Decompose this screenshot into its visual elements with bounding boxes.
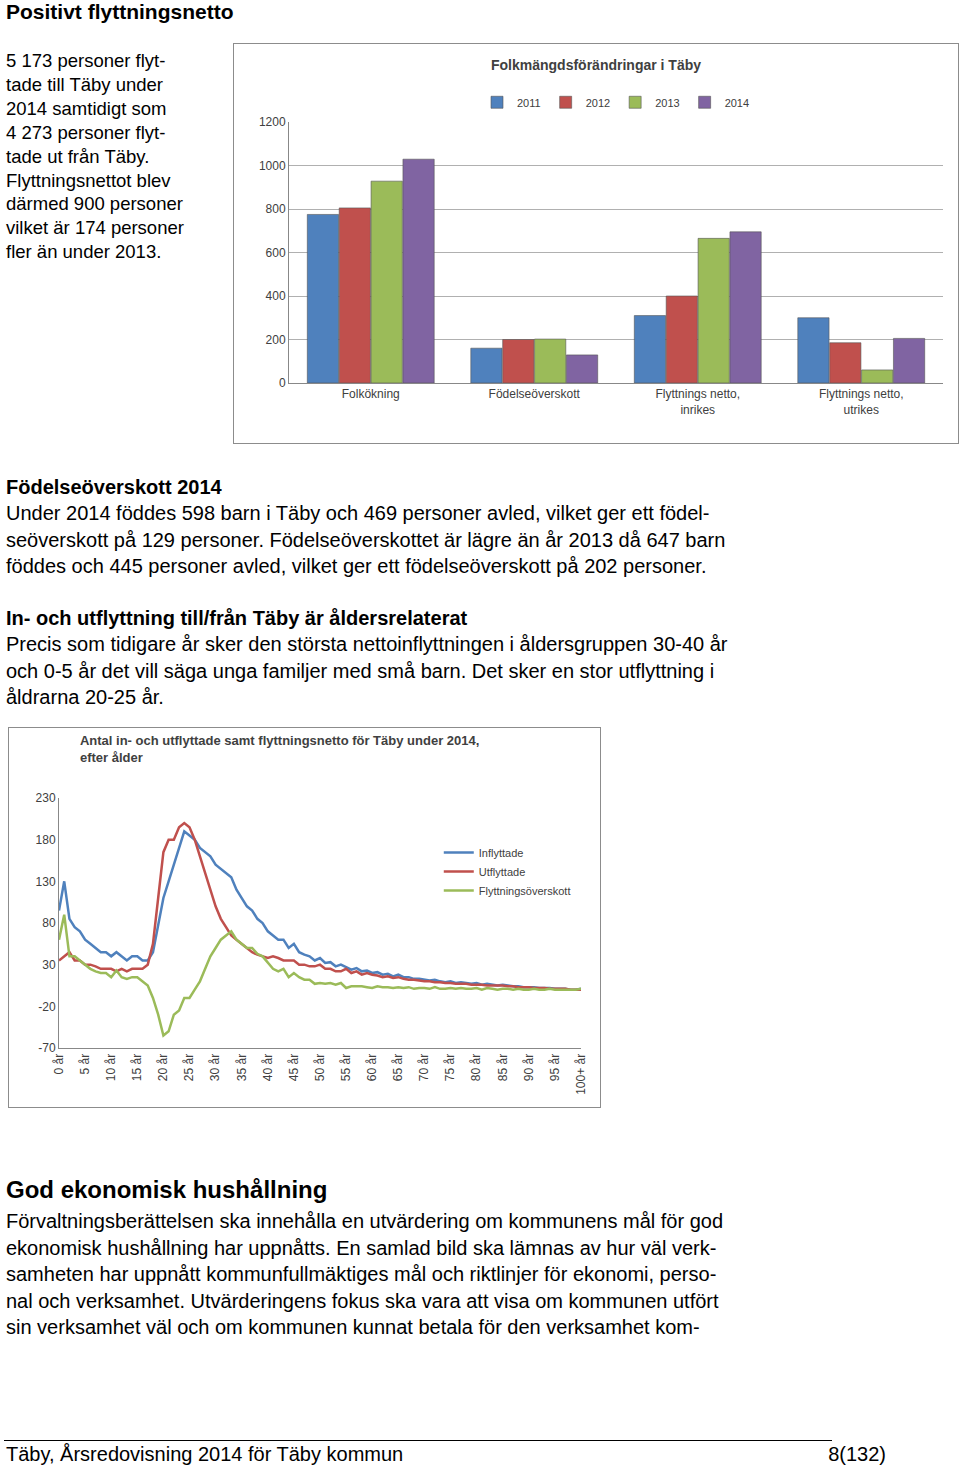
html-text:seöverskott på 129 personer. F: seöverskott på 129 personer. Födelseöver… xyxy=(6,528,726,551)
svg-text:80: 80 xyxy=(42,916,56,930)
html-text:5 173 personer flyt-: 5 173 personer flyt- xyxy=(6,50,166,71)
html-text:tade till Täby under: tade till Täby under xyxy=(6,73,163,95)
svg-text:Flyttningsöverskott: Flyttningsöverskott xyxy=(479,885,571,897)
html-text:8(132): 8(132) xyxy=(828,1443,886,1465)
svg-text:1200: 1200 xyxy=(259,115,286,129)
svg-text:Folkmängdsförändringar i Täby: Folkmängdsförändringar i Täby xyxy=(491,57,701,73)
html-text:Täby, Årsredovisning 2014 för: Täby, Årsredovisning 2014 för Täby kommu… xyxy=(6,1443,404,1465)
svg-text:90 år: 90 år xyxy=(522,1054,536,1081)
svg-text:2013: 2013 xyxy=(655,97,679,109)
html-text:sin verksamhet väl och om komm: sin verksamhet väl och om kommunen kunna… xyxy=(6,1316,700,1338)
svg-text:30 år: 30 år xyxy=(209,1054,223,1081)
svg-text:200: 200 xyxy=(266,333,286,347)
svg-text:40 år: 40 år xyxy=(261,1054,275,1081)
svg-text:180: 180 xyxy=(36,833,56,847)
html-text:Precis som tidigare år sker de: Precis som tidigare år sker den största … xyxy=(6,633,728,655)
html-text:fler än under 2013.: fler än under 2013. xyxy=(6,241,162,263)
svg-text:Flyttnings netto,inrikes: Flyttnings netto,inrikes xyxy=(655,387,740,417)
svg-text:5 år: 5 år xyxy=(78,1054,92,1075)
svg-text:2011: 2011 xyxy=(517,97,541,109)
svg-text:95 år: 95 år xyxy=(548,1054,562,1081)
svg-text:20 år: 20 år xyxy=(156,1054,170,1081)
svg-text:35 år: 35 år xyxy=(235,1054,249,1081)
svg-text:25 år: 25 år xyxy=(182,1054,196,1081)
svg-text:30: 30 xyxy=(42,958,56,972)
svg-text:75 år: 75 år xyxy=(443,1054,457,1081)
svg-text:230: 230 xyxy=(36,791,56,805)
html-text:4 273 personer flyt-: 4 273 personer flyt- xyxy=(6,121,166,143)
html-text:Födelseöverskott 2014: Födelseöverskott 2014 xyxy=(6,476,222,498)
html-text:samheten har uppnått kommunful: samheten har uppnått kommunfullmäktiges … xyxy=(6,1263,717,1285)
svg-text:Folkökning: Folkökning xyxy=(342,387,400,401)
html-text:Förvaltningsberättelsen ska in: Förvaltningsberättelsen ska innehålla en… xyxy=(6,1210,724,1232)
svg-text:50 år: 50 år xyxy=(313,1054,327,1081)
svg-text:Antal in- och utflyttade samt: Antal in- och utflyttade samt flyttnings… xyxy=(80,733,479,765)
svg-text:15 år: 15 år xyxy=(130,1054,144,1081)
html-text:och 0-5 år det vill säga unga: och 0-5 år det vill säga unga familjer m… xyxy=(6,659,715,682)
svg-text:400: 400 xyxy=(266,289,286,303)
html-text:föddes och 445 personer avled,: föddes och 445 personer avled, vilket ge… xyxy=(6,555,707,577)
svg-text:65 år: 65 år xyxy=(391,1054,405,1081)
svg-text:Flyttnings netto,utrikes: Flyttnings netto,utrikes xyxy=(819,387,904,417)
svg-text:85 år: 85 år xyxy=(496,1054,510,1081)
svg-text:-20: -20 xyxy=(38,1000,56,1014)
svg-text:1000: 1000 xyxy=(259,159,286,173)
html-text:God ekonomisk hushållning: God ekonomisk hushållning xyxy=(6,1176,328,1203)
svg-text:70 år: 70 år xyxy=(417,1054,431,1081)
html-text:Positivt flyttningsnetto: Positivt flyttningsnetto xyxy=(6,0,234,23)
html-text:Flyttningsnettot blev: Flyttningsnettot blev xyxy=(6,169,171,191)
svg-text:130: 130 xyxy=(36,875,56,889)
svg-text:45 år: 45 år xyxy=(287,1054,301,1081)
svg-text:0 år: 0 år xyxy=(52,1054,66,1075)
svg-text:60 år: 60 år xyxy=(365,1054,379,1081)
svg-text:800: 800 xyxy=(266,202,286,216)
html-text:åldrarna 20-25 år.: åldrarna 20-25 år. xyxy=(6,686,164,708)
svg-text:2012: 2012 xyxy=(586,97,610,109)
html-text:vilket är 174 personer: vilket är 174 personer xyxy=(6,217,184,239)
svg-text:-70: -70 xyxy=(38,1041,56,1055)
svg-text:2014: 2014 xyxy=(725,97,749,109)
svg-text:0: 0 xyxy=(279,376,286,390)
svg-text:Inflyttade: Inflyttade xyxy=(479,847,524,859)
svg-text:600: 600 xyxy=(266,246,286,260)
html-text:därmed 900 personer: därmed 900 personer xyxy=(6,193,183,215)
svg-text:10 år: 10 år xyxy=(104,1054,118,1081)
svg-text:55 år: 55 år xyxy=(339,1054,353,1081)
html-text:ekonomisk hushållning har uppn: ekonomisk hushållning har uppnåtts. En s… xyxy=(6,1236,717,1259)
svg-text:Födelseöverskott: Födelseöverskott xyxy=(489,387,581,401)
html-text:nal och verksamhet. Utvärderin: nal och verksamhet. Utvärderingens fokus… xyxy=(6,1289,719,1312)
html-text:Under 2014 föddes 598 barn i T: Under 2014 föddes 598 barn i Täby och 46… xyxy=(6,502,710,524)
html-text:2014 samtidigt som: 2014 samtidigt som xyxy=(6,97,167,119)
svg-text:80 år: 80 år xyxy=(470,1054,484,1081)
svg-text:Utflyttade: Utflyttade xyxy=(479,866,525,878)
html-text:tade ut från Täby.: tade ut från Täby. xyxy=(6,145,150,167)
html-text:In- och utflyttning till/från: In- och utflyttning till/från Täby är ål… xyxy=(6,607,468,629)
svg-text:100+ år: 100+ år xyxy=(574,1054,588,1095)
